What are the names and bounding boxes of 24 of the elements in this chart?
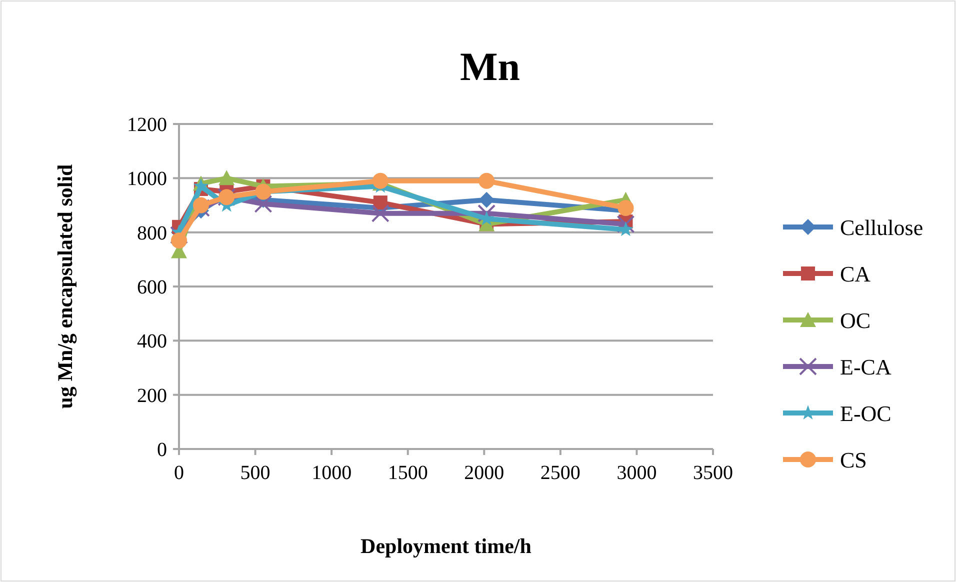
x-tick-label: 0 xyxy=(174,462,184,484)
y-tick-label: 0 xyxy=(157,439,167,461)
legend-label: Cellulose xyxy=(840,215,924,240)
legend-label: E-OC xyxy=(840,401,892,426)
legend-label: CS xyxy=(840,448,867,472)
y-tick-label: 800 xyxy=(137,222,167,244)
x-tick-label: 2500 xyxy=(540,462,580,484)
y-tick-label: 600 xyxy=(137,276,167,298)
y-tick-label: 200 xyxy=(137,384,167,407)
y-tick-label: 1000 xyxy=(127,168,167,190)
x-tick-label: 1500 xyxy=(388,462,428,484)
y-tick-label: 1200 xyxy=(127,114,167,136)
x-tick-label: 3500 xyxy=(693,462,733,484)
x-tick-label: 500 xyxy=(240,462,270,484)
y-tick-label: 400 xyxy=(137,330,167,353)
x-tick-label: 1000 xyxy=(312,462,352,484)
x-tick-label: 2000 xyxy=(464,462,504,484)
x-tick-label: 3000 xyxy=(616,462,657,484)
legend-label: CA xyxy=(840,262,871,286)
x-axis-title: Deployment time/h xyxy=(360,534,532,558)
legend-label: E-CA xyxy=(840,354,892,380)
chart-title: Mn xyxy=(460,44,520,89)
legend-label: OC xyxy=(840,308,871,333)
y-axis-title: ug Mn/g encapsulated solid xyxy=(53,164,77,409)
